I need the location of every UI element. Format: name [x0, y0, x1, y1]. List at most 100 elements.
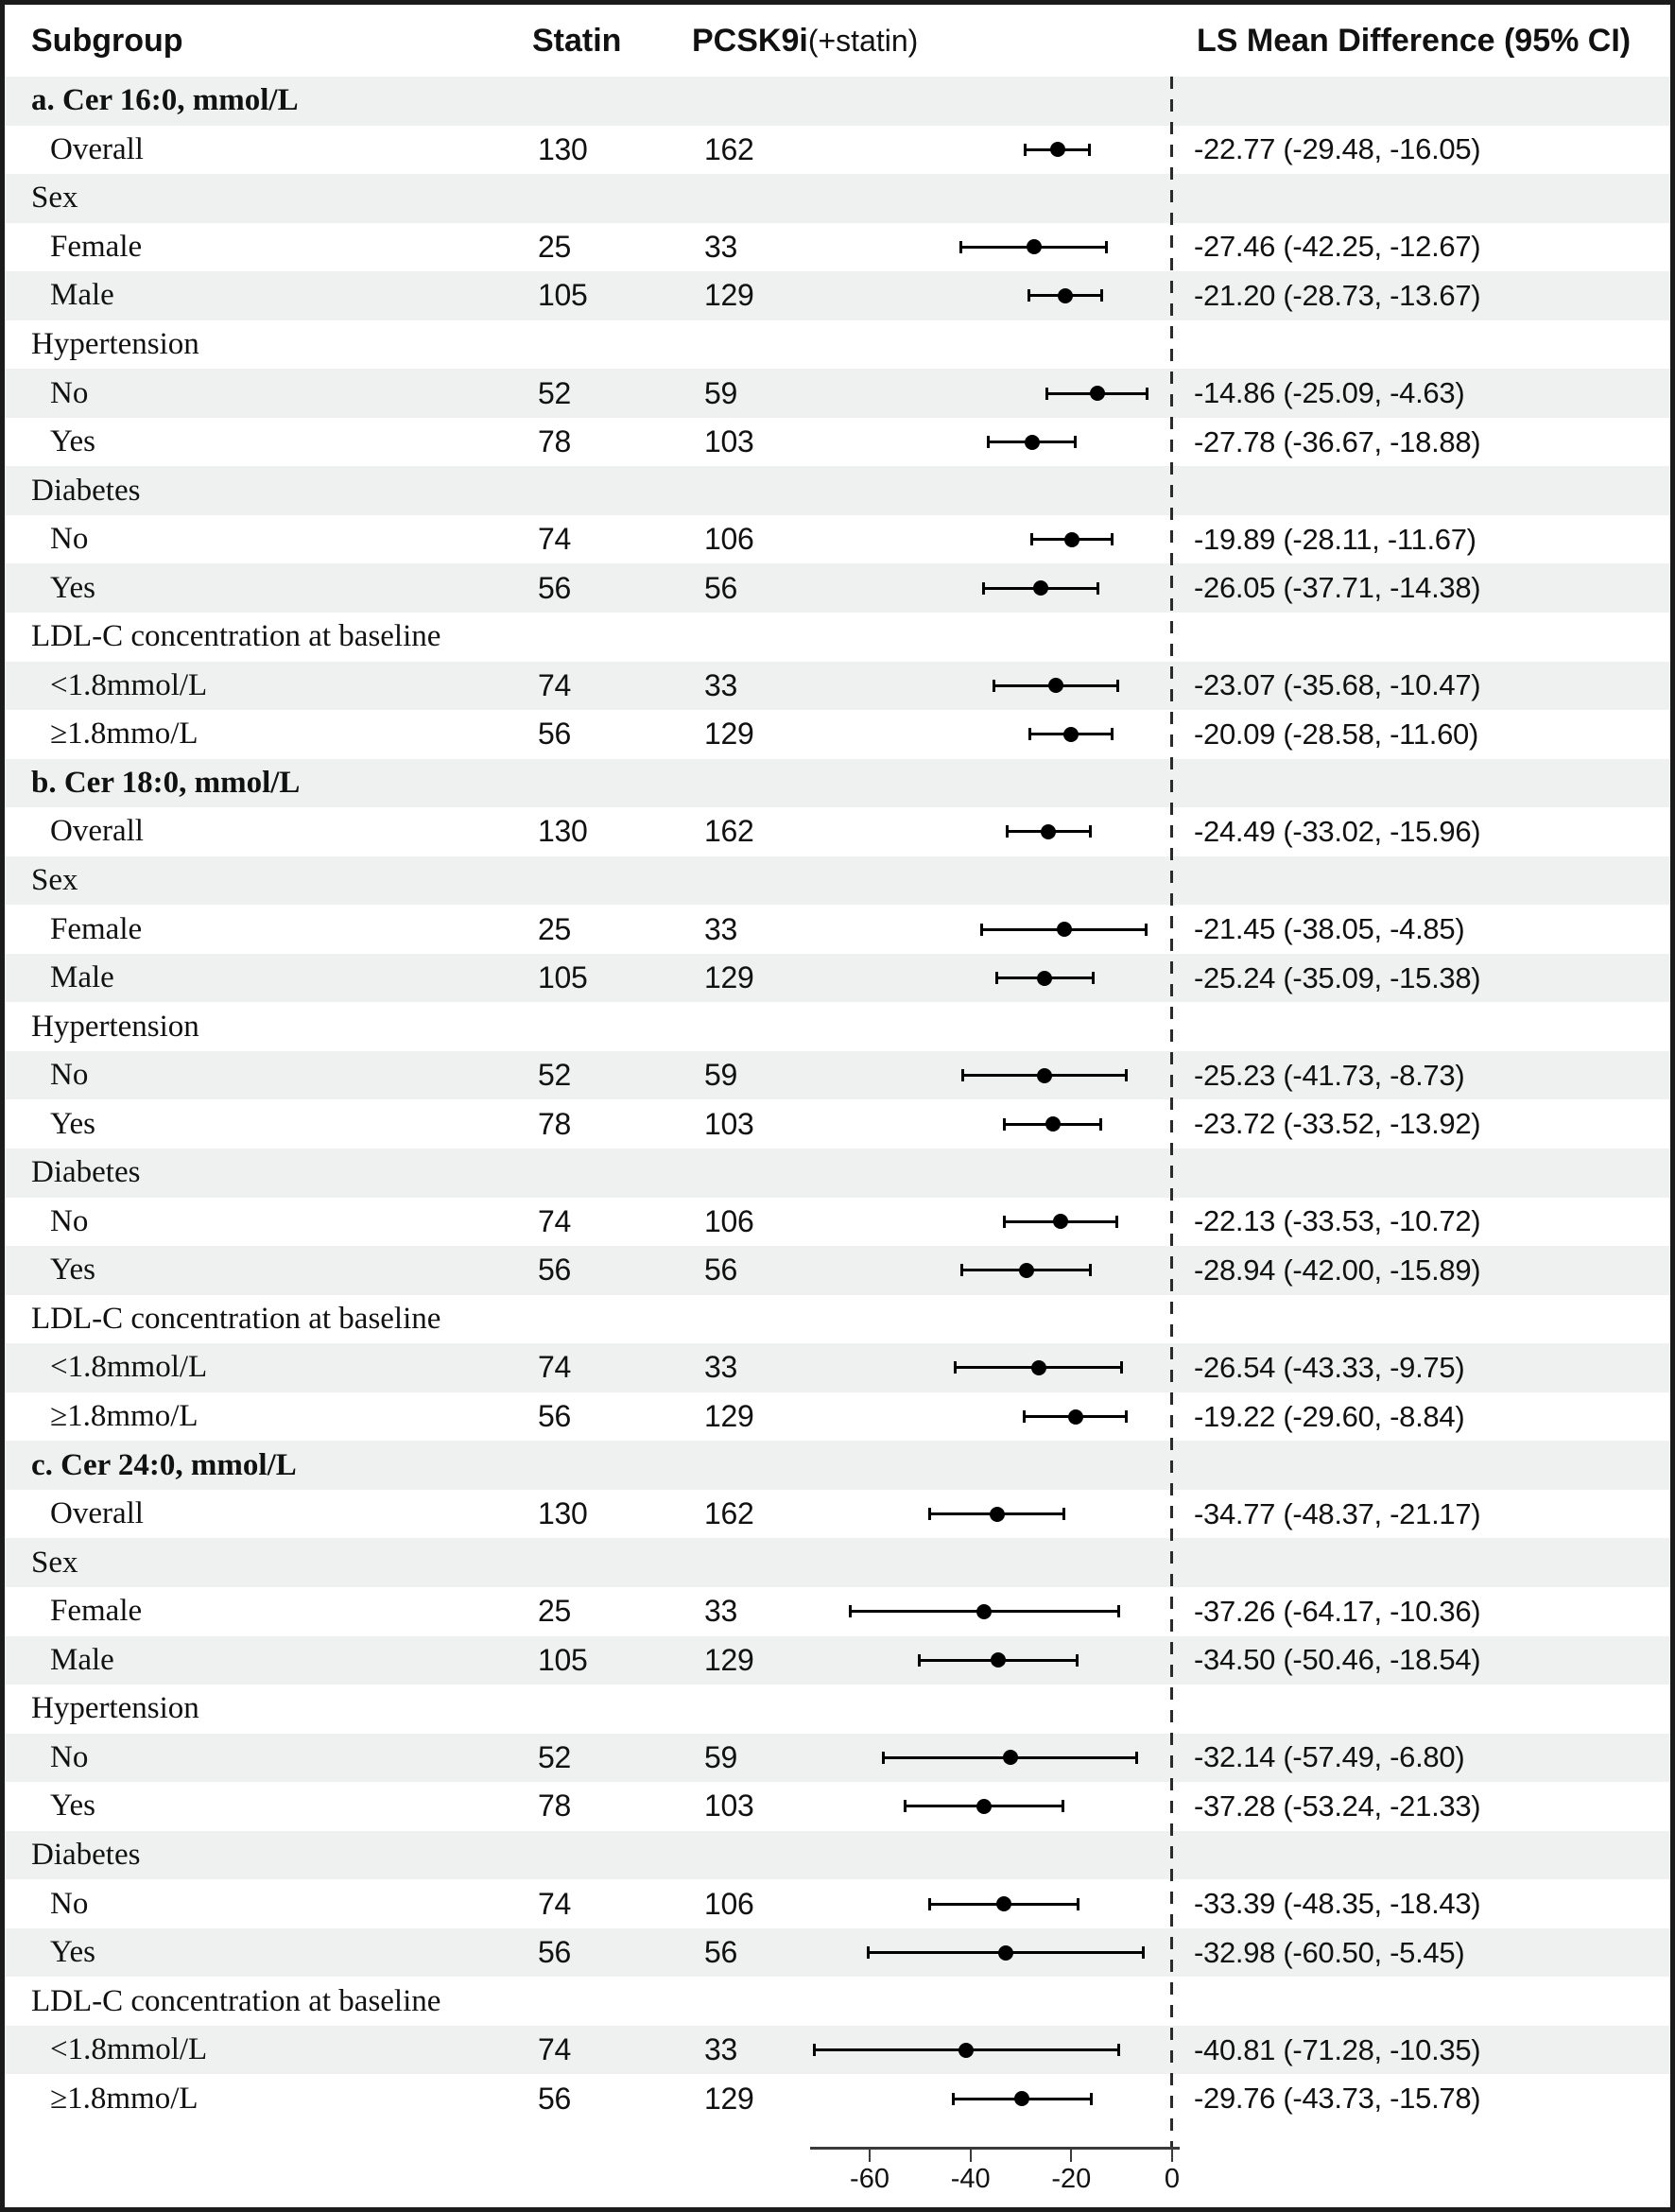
subgroup-label: Yes [50, 1253, 96, 1287]
data-row: ≥1.8mmo/L 56 129 -19.22 (-29.60, -8.84) [5, 1391, 1670, 1442]
subgroup-label: No [50, 1058, 89, 1093]
group-label: LDL-C concentration at baseline [31, 1983, 441, 2018]
statin-n-value: 56 [538, 2081, 571, 2116]
statin-n-value: 56 [538, 717, 571, 752]
ci-upper-cap [1076, 1653, 1079, 1667]
ci-lower-cap [1023, 1410, 1027, 1424]
group-row: LDL-C concentration at baseline [5, 1977, 1670, 2026]
ls-mean-difference-value: -22.77 (-29.48, -16.05) [1194, 132, 1481, 166]
data-row: Yes 78 103 -27.78 (-36.67, -18.88) [5, 417, 1670, 467]
ls-mean-difference-value: -32.98 (-60.50, -5.45) [1194, 1935, 1465, 1969]
col-header-pcsk9i-paren: (+statin) [807, 23, 919, 58]
col-header-pcsk9i: PCSK9i (+statin) [692, 5, 918, 77]
ci-upper-cap [1098, 1117, 1102, 1131]
subgroup-label: Yes [50, 1789, 96, 1823]
pcsk9i-n-value: 33 [704, 667, 737, 702]
point-estimate-marker [1037, 970, 1053, 986]
subgroup-label: ≥1.8mmo/L [50, 717, 199, 752]
subgroup-label: ≥1.8mmo/L [50, 2081, 199, 2116]
statin-n-value: 105 [538, 1642, 588, 1677]
pcsk9i-n-value: 59 [704, 375, 737, 410]
point-estimate-marker [1056, 922, 1072, 938]
data-row: No 74 106 -19.89 (-28.11, -11.67) [5, 514, 1670, 564]
subgroup-label: Female [50, 1594, 143, 1629]
group-row: Sex [5, 1538, 1670, 1587]
statin-n-value: 74 [538, 522, 571, 557]
statin-n-value: 74 [538, 2032, 571, 2067]
statin-n-value: 74 [538, 1350, 571, 1385]
data-row: Yes 56 56 -26.05 (-37.71, -14.38) [5, 563, 1670, 613]
ls-mean-difference-value: -14.86 (-25.09, -4.63) [1194, 376, 1465, 410]
data-row: Female 25 33 -27.46 (-42.25, -12.67) [5, 222, 1670, 272]
ci-lower-cap [917, 1653, 921, 1667]
forest-plot-content: Subgroup Statin PCSK9i (+statin) LS Mean … [5, 5, 1670, 2207]
ci-upper-cap [1091, 972, 1095, 985]
point-estimate-marker [1033, 580, 1049, 596]
ci-upper-cap [1146, 387, 1149, 400]
x-axis-line [810, 2147, 1180, 2150]
pcsk9i-n-value: 106 [704, 1203, 754, 1238]
ls-mean-difference-value: -27.78 (-36.67, -18.88) [1194, 424, 1481, 458]
subgroup-label: No [50, 375, 89, 410]
point-estimate-marker [989, 1506, 1005, 1522]
col-header-pcsk9i-bold: PCSK9i [692, 22, 808, 59]
ls-mean-difference-value: -34.50 (-50.46, -18.54) [1194, 1643, 1481, 1677]
group-row: Hypertension [5, 320, 1670, 370]
group-label: Diabetes [31, 1837, 141, 1872]
x-axis-tick-label: -40 [950, 2164, 991, 2194]
col-header-subgroup: Subgroup [31, 22, 183, 59]
point-estimate-marker [1041, 823, 1057, 839]
ci-lower-cap [958, 240, 962, 253]
group-label: LDL-C concentration at baseline [31, 619, 441, 654]
subgroup-label: <1.8mmol/L [50, 2032, 208, 2067]
ci-upper-cap [1125, 1069, 1129, 1082]
point-estimate-marker [1089, 386, 1105, 402]
statin-n-value: 56 [538, 570, 571, 605]
statin-n-value: 74 [538, 1886, 571, 1921]
statin-n-value: 52 [538, 1739, 571, 1774]
subgroup-label: No [50, 1886, 89, 1921]
data-row: Female 25 33 -21.45 (-38.05, -4.85) [5, 905, 1670, 954]
point-estimate-marker [1037, 1067, 1053, 1083]
data-row: <1.8mmol/L 74 33 -40.81 (-71.28, -10.35) [5, 2025, 1670, 2075]
point-estimate-marker [1024, 434, 1040, 450]
subgroup-label: Overall [50, 814, 144, 849]
statin-n-value: 25 [538, 1594, 571, 1629]
ci-lower-cap [1027, 289, 1030, 302]
ci-lower-cap [882, 1751, 886, 1764]
point-estimate-marker [1048, 678, 1063, 694]
ls-mean-difference-value: -34.77 (-48.37, -21.17) [1194, 1496, 1481, 1530]
statin-n-value: 25 [538, 229, 571, 264]
data-row: No 52 59 -25.23 (-41.73, -8.73) [5, 1050, 1670, 1100]
data-row: Overall 130 162 -34.77 (-48.37, -21.17) [5, 1489, 1670, 1539]
group-row: Diabetes [5, 466, 1670, 515]
ls-mean-difference-value: -25.24 (-35.09, -15.38) [1194, 960, 1481, 994]
point-estimate-marker [991, 1652, 1006, 1668]
point-estimate-marker [1002, 1750, 1018, 1766]
statin-n-value: 78 [538, 424, 571, 459]
ci-upper-cap [1089, 1264, 1093, 1277]
pcsk9i-n-value: 129 [704, 1642, 754, 1677]
subgroup-label: Male [50, 1642, 114, 1677]
ci-upper-cap [1111, 728, 1114, 741]
ls-mean-difference-value: -19.89 (-28.11, -11.67) [1194, 522, 1476, 556]
subgroup-label: Yes [50, 1935, 96, 1970]
ls-mean-difference-value: -24.49 (-33.02, -15.96) [1194, 814, 1481, 848]
subgroup-label: Yes [50, 1106, 96, 1141]
statin-n-value: 105 [538, 278, 588, 313]
point-estimate-marker [1030, 1359, 1046, 1375]
point-estimate-marker [1026, 239, 1042, 255]
ci-lower-cap [904, 1800, 907, 1813]
ls-mean-difference-value: -32.14 (-57.49, -6.80) [1194, 1740, 1465, 1774]
ci-upper-cap [1076, 1897, 1079, 1910]
pcsk9i-n-value: 162 [704, 131, 754, 166]
subgroup-label: Female [50, 911, 143, 946]
ci-upper-cap [1145, 923, 1148, 936]
pcsk9i-n-value: 129 [704, 717, 754, 752]
pcsk9i-n-value: 33 [704, 911, 737, 946]
point-estimate-marker [1067, 1408, 1083, 1425]
statin-n-value: 74 [538, 1203, 571, 1238]
ci-lower-cap [980, 923, 984, 936]
col-header-ls-mean-difference: LS Mean Difference (95% CI) [1197, 22, 1632, 59]
